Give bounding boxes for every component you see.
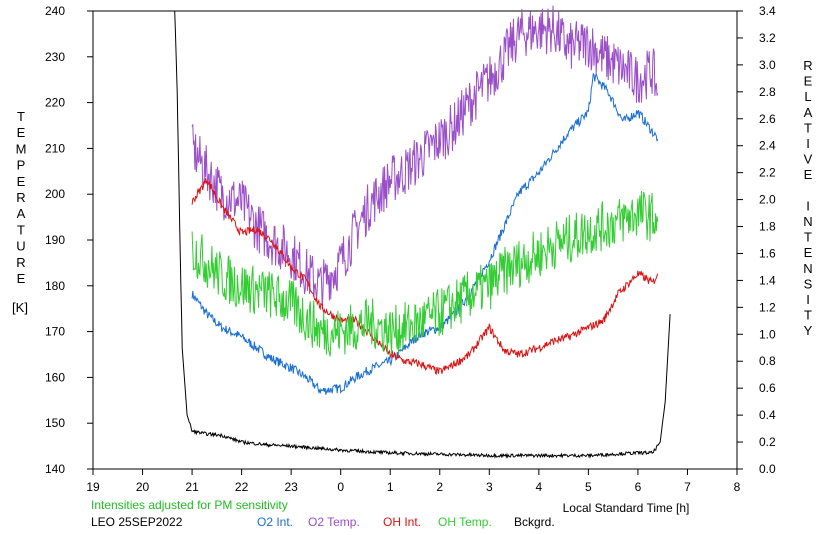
- axis-labels: 19 20 21 22 23 0 1 2 3 4 5 6 7 8140150160170180190200…: [12, 4, 813, 515]
- y-right-tick-label: 0.0: [759, 462, 776, 476]
- y-left-label-letter: R: [16, 190, 25, 205]
- y-right-label-letter: S: [804, 276, 813, 291]
- y-left-unit: [K]: [12, 300, 28, 315]
- y-right-tick-label: 1.0: [759, 327, 776, 341]
- y-left-label-letter: R: [16, 255, 25, 270]
- x-tick-label: 3: [486, 480, 493, 494]
- y-right-tick-label: 0.4: [759, 408, 776, 422]
- legend-entry: O2 Temp.: [308, 515, 360, 529]
- x-tick-label: 19: [86, 480, 100, 494]
- y-right-label-letter: T: [804, 230, 812, 245]
- y-left-label-letter: T: [17, 109, 25, 124]
- y-right-label-letter: V: [804, 152, 813, 167]
- x-tick-label: 2: [436, 480, 443, 494]
- y-right-tick-label: 3.0: [759, 58, 776, 72]
- sensitivity-note: Intensities adjusted for PM sensitivity: [91, 498, 288, 512]
- y-right-label-letter: I: [806, 136, 810, 151]
- y-right-tick-label: 2.2: [759, 166, 776, 180]
- y-right-label-letter: R: [803, 58, 812, 73]
- y-right-label-letter: L: [804, 89, 811, 104]
- legend-entry: OH Temp.: [438, 515, 492, 529]
- y-left-tick-label: 230: [45, 50, 65, 64]
- y-left-tick-label: 190: [45, 233, 65, 247]
- series-line-bckgrd: [174, 10, 671, 459]
- y-left-label-letter: E: [17, 174, 26, 189]
- x-tick-label: 21: [185, 480, 199, 494]
- y-right-tick-label: 3.2: [759, 31, 776, 45]
- legend-entry: Bckgrd.: [514, 515, 555, 529]
- x-tick-label: 23: [284, 480, 298, 494]
- y-left-tick-label: 220: [45, 96, 65, 110]
- y-left-label-letter: M: [16, 141, 27, 156]
- x-tick-label: 8: [734, 480, 741, 494]
- x-tick-label: 0: [337, 480, 344, 494]
- series-lines: [174, 5, 671, 459]
- x-tick-label: 20: [136, 480, 150, 494]
- y-right-tick-label: 1.2: [759, 300, 776, 314]
- legend-entry: OH Int.: [383, 515, 421, 529]
- y-left-tick-label: 170: [45, 325, 65, 339]
- y-right-label-letter: I: [806, 198, 810, 213]
- y-right-tick-label: 3.4: [759, 4, 776, 18]
- x-tick-label: 4: [536, 480, 543, 494]
- y-right-label-letter: Y: [804, 323, 813, 338]
- y-right-tick-label: 2.6: [759, 112, 776, 126]
- series-line-oh-temp: [191, 190, 659, 357]
- x-tick-label: 5: [585, 480, 592, 494]
- y-right-tick-label: 2.4: [759, 139, 776, 153]
- y-right-label-letter: I: [806, 292, 810, 307]
- y-left-tick-label: 160: [45, 370, 65, 384]
- y-right-tick-label: 1.4: [759, 273, 776, 287]
- y-right-tick-label: 1.8: [759, 220, 776, 234]
- y-left-label-letter: P: [17, 158, 26, 173]
- x-tick-label: 22: [235, 480, 249, 494]
- series-line-oh-int: [191, 178, 659, 376]
- y-right-tick-label: 2.0: [759, 193, 776, 207]
- y-left-label-letter: E: [17, 125, 26, 140]
- y-right-label-letter: T: [804, 120, 812, 135]
- y-left-label-letter: A: [17, 206, 26, 221]
- y-right-label-letter: N: [803, 214, 812, 229]
- y-left-label-letter: U: [16, 239, 25, 254]
- y-right-tick-label: 0.2: [759, 435, 776, 449]
- y-left-tick-label: 200: [45, 187, 65, 201]
- x-axis-label: Local Standard Time [h]: [563, 501, 690, 515]
- y-right-tick-label: 1.6: [759, 246, 776, 260]
- x-tick-label: 1: [387, 480, 394, 494]
- x-tick-label: 6: [635, 480, 642, 494]
- y-left-tick-label: 240: [45, 4, 65, 18]
- series-line-o2-temp: [191, 5, 659, 310]
- x-tick-label: 7: [684, 480, 691, 494]
- y-right-label-letter: E: [804, 167, 813, 182]
- y-right-label-letter: A: [804, 105, 813, 120]
- y-right-label-letter: N: [803, 261, 812, 276]
- y-right-tick-label: 0.6: [759, 381, 776, 395]
- y-right-tick-label: 2.8: [759, 85, 776, 99]
- y-left-tick-label: 150: [45, 416, 65, 430]
- legend-entry: O2 Int.: [257, 515, 293, 529]
- y-left-label-letter: E: [17, 271, 26, 286]
- y-right-label-letter: T: [804, 308, 812, 323]
- y-left-tick-label: 210: [45, 141, 65, 155]
- y-right-tick-label: 0.8: [759, 354, 776, 368]
- station-date: LEO 25SEP2022: [91, 515, 183, 529]
- axes: [87, 10, 743, 475]
- legend: Intensities adjusted for PM sensitivity L…: [91, 498, 555, 529]
- y-right-label-letter: E: [804, 74, 813, 89]
- y-left-label-letter: T: [17, 222, 25, 237]
- y-right-label-letter: E: [804, 245, 813, 260]
- series-line-o2-int: [191, 72, 659, 395]
- y-left-tick-label: 180: [45, 279, 65, 293]
- y-left-tick-label: 140: [45, 462, 65, 476]
